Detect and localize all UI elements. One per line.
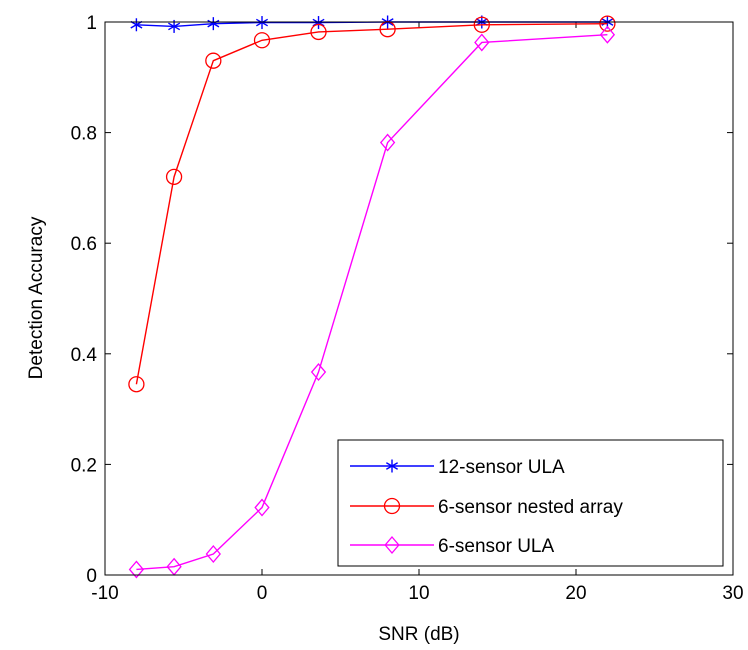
data-point-12-sensor-ula <box>130 18 143 32</box>
data-point-6-sensor-nested-array <box>165 168 183 185</box>
x-axis-title: SNR (dB) <box>378 624 459 645</box>
circle-marker-shape <box>128 376 145 393</box>
series-line-6-sensor-ula <box>136 34 608 571</box>
y-tick-label: 0 <box>86 566 97 587</box>
y-tick-label: 1 <box>86 13 97 34</box>
data-point-6-sensor-ula <box>599 25 616 44</box>
y-tick-label: 0.6 <box>71 234 97 255</box>
legend-item-12-sensor-ula: 12-sensor ULA <box>350 457 565 478</box>
legend-marker-6-sensor-ula <box>384 535 400 555</box>
circle-marker-shape <box>599 15 616 32</box>
x-tick-label: -10 <box>91 583 118 604</box>
circle-marker-shape <box>473 16 490 33</box>
data-point-6-sensor-nested-array <box>205 52 222 69</box>
legend-label-12-sensor-ula: 12-sensor ULA <box>438 457 565 478</box>
data-point-6-sensor-ula <box>254 498 270 517</box>
asterisk-stroke <box>168 22 181 31</box>
diamond-marker-shape <box>379 133 396 152</box>
asterisk-stroke <box>130 20 143 29</box>
y-tick-label: 0.2 <box>71 455 97 476</box>
asterisk-stroke <box>385 462 399 470</box>
data-point-12-sensor-ula <box>255 16 269 30</box>
data-point-6-sensor-nested-array <box>310 23 327 41</box>
data-point-12-sensor-ula <box>207 17 220 31</box>
x-tick-label: 10 <box>408 583 429 604</box>
series-6-sensor-nested-array <box>128 15 616 393</box>
data-point-6-sensor-nested-array <box>253 32 271 49</box>
y-axis-title: Detection Accuracy <box>26 216 47 379</box>
data-point-6-sensor-ula <box>474 33 490 52</box>
legend: 12-sensor ULA 6-sensor nested array 6-sens… <box>337 439 724 567</box>
data-point-6-sensor-nested-array <box>473 16 490 33</box>
series-6-sensor-ula <box>128 25 616 579</box>
x-tick-label: 30 <box>722 583 743 604</box>
legend-label-6-sensor-nested-array: 6-sensor nested array <box>438 497 623 518</box>
legend-label-6-sensor-ula: 6-sensor ULA <box>438 536 554 557</box>
diamond-marker-shape <box>474 33 490 52</box>
circle-marker-shape <box>310 23 327 41</box>
data-point-6-sensor-ula <box>379 133 396 152</box>
diamond-marker-shape <box>599 25 616 44</box>
diamond-marker-shape <box>128 560 145 579</box>
asterisk-stroke <box>312 18 325 27</box>
legend-marker-6-sensor-nested-array <box>383 497 401 515</box>
legend-items: 12-sensor ULA 6-sensor nested array 6-sens… <box>350 457 623 557</box>
diamond-marker-shape <box>205 544 221 563</box>
x-tick-label: 0 <box>257 583 268 604</box>
legend-item-6-sensor-ula: 6-sensor ULA <box>350 535 554 557</box>
series-line-6-sensor-nested-array <box>135 22 608 385</box>
y-tick-label: 0.8 <box>71 124 97 145</box>
circle-marker-shape <box>383 497 401 515</box>
data-point-12-sensor-ula <box>312 16 325 30</box>
x-tick-label: 20 <box>565 583 586 604</box>
legend-marker-12-sensor-ula <box>385 459 399 473</box>
circle-marker-shape <box>205 52 222 69</box>
data-point-6-sensor-nested-array <box>128 376 145 393</box>
asterisk-stroke <box>207 19 220 28</box>
data-point-6-sensor-ula <box>128 560 145 579</box>
diamond-marker-shape <box>254 498 270 517</box>
asterisk-stroke <box>255 18 269 27</box>
data-point-6-sensor-ula <box>310 363 327 382</box>
circle-marker-shape <box>165 168 183 185</box>
y-tick-label: 0.4 <box>71 345 98 366</box>
data-point-6-sensor-ula <box>205 544 221 563</box>
circle-marker-shape <box>253 32 271 49</box>
legend-item-6-sensor-nested-array: 6-sensor nested array <box>350 497 623 518</box>
data-point-6-sensor-nested-array <box>599 15 616 32</box>
diamond-marker-shape <box>384 535 400 555</box>
diamond-marker-shape <box>310 363 327 382</box>
axes-box <box>104 21 734 576</box>
